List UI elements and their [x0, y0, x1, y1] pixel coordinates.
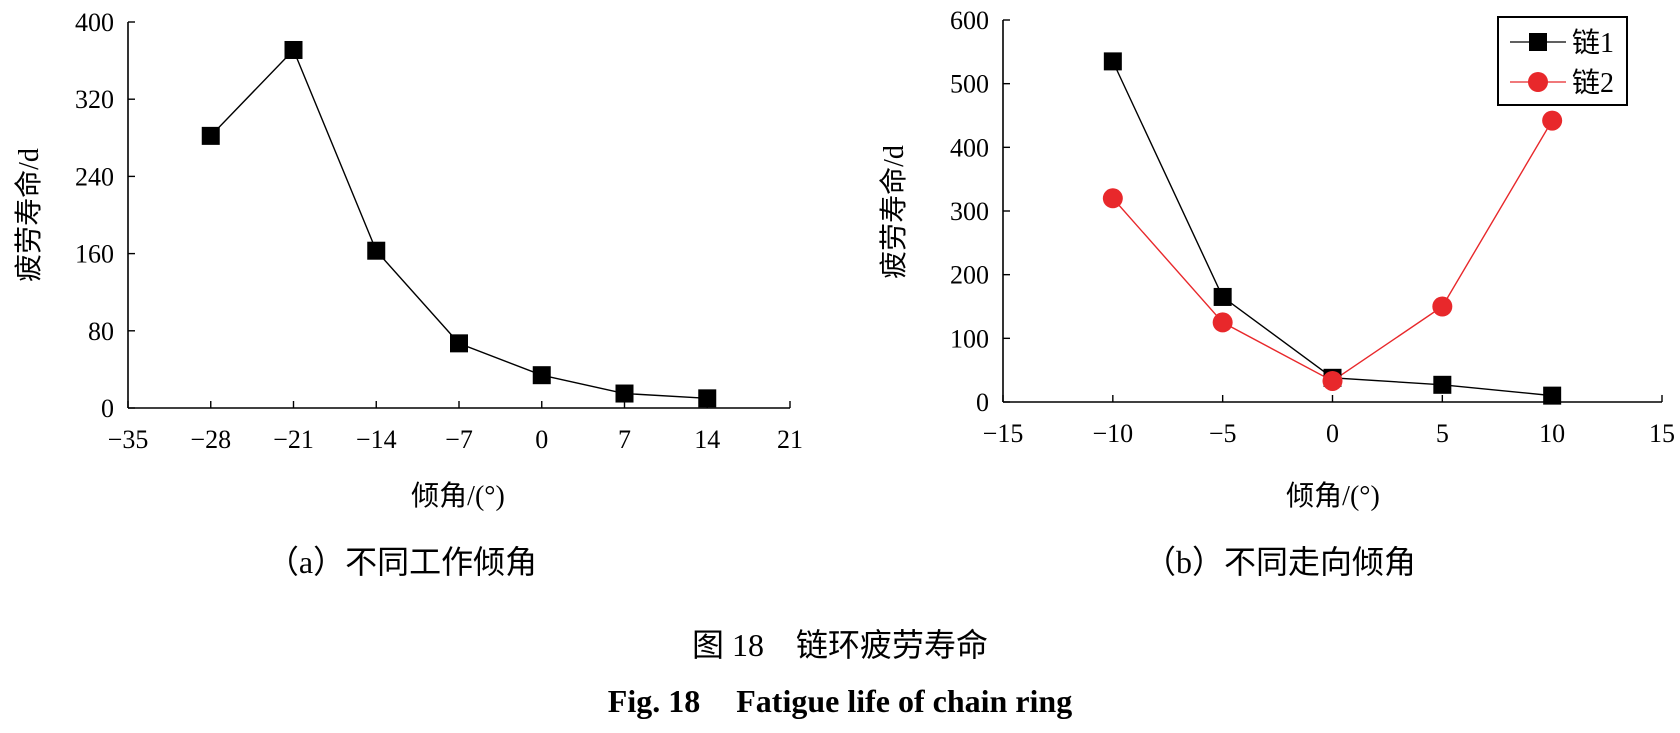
x-tick-label: 0 [1326, 419, 1339, 448]
figure-caption-en-title: Fatigue life of chain ring [736, 683, 1072, 719]
data-point-series-2 [1542, 110, 1563, 131]
figure-caption-cn: 图 18 链环疲劳寿命 [692, 627, 988, 663]
x-tick-label: 5 [1436, 419, 1449, 448]
x-axis-title-b: 倾角/(°) [1286, 480, 1380, 512]
series-line-2 [1112, 120, 1553, 382]
data-point-series-1 [1213, 287, 1232, 306]
x-tick-label: −35 [108, 425, 149, 454]
x-tick-label: 0 [535, 425, 548, 454]
data-point-series-2 [1322, 370, 1343, 391]
y-axis-title-a: 疲劳寿命/d [13, 148, 45, 282]
y-tick-label: 600 [950, 6, 989, 35]
x-tick-label: 10 [1539, 419, 1565, 448]
data-point-series-1 [1433, 375, 1452, 394]
data-point-series-1 [284, 40, 303, 59]
y-tick-label: 100 [950, 324, 989, 353]
legend-label-2: 链2 [1572, 67, 1614, 99]
data-point-series-1 [367, 241, 386, 260]
data-point-series-1 [615, 384, 634, 403]
data-point-series-1 [698, 389, 717, 408]
data-point-series-1 [532, 366, 551, 385]
y-tick-label: 0 [976, 388, 989, 417]
legend-marker-1 [1529, 33, 1547, 51]
legend-label-1: 链1 [1572, 27, 1614, 59]
x-tick-label: 15 [1649, 419, 1675, 448]
x-tick-label: −15 [983, 419, 1024, 448]
x-tick-label: −14 [356, 425, 397, 454]
data-point-series-1 [450, 334, 468, 353]
figure-caption-en-label: Fig. 18 [608, 683, 700, 719]
y-tick-label: 200 [950, 261, 989, 290]
data-point-series-2 [1432, 296, 1453, 317]
y-tick-label: 240 [75, 162, 114, 191]
chart-b: −15 −10 −5 0 5 10 15 0 100 200 300 400 500 600 疲劳寿命/d… [878, 6, 1675, 580]
chart-a: −35 −28 −21 −14 −7 0 7 14 21 0 80 160 240 320 400 疲劳寿命… [13, 8, 803, 580]
legend-box [1497, 16, 1628, 106]
legend-marker-2 [1528, 72, 1548, 92]
data-point-series-2 [1102, 188, 1123, 209]
y-tick-label: 500 [950, 70, 989, 99]
x-tick-label: −28 [190, 425, 231, 454]
subcaption-b: （b）不同走向倾角 [1144, 544, 1416, 580]
subcaption-a: （a）不同工作倾角 [267, 544, 537, 580]
x-tick-label: −5 [1209, 419, 1237, 448]
data-point-series-1 [1103, 52, 1122, 71]
x-tick-label: 7 [618, 425, 631, 454]
y-tick-label: 400 [950, 133, 989, 162]
y-tick-label: 320 [75, 85, 114, 114]
y-tick-label: 300 [950, 197, 989, 226]
data-point-series-2 [1212, 312, 1233, 333]
series-line-1 [1112, 61, 1553, 397]
x-axis-title-a: 倾角/(°) [411, 480, 505, 512]
y-tick-label: 0 [101, 394, 114, 423]
x-tick-label: −10 [1092, 419, 1133, 448]
x-tick-label: 21 [777, 425, 803, 454]
x-tick-label: −21 [273, 425, 314, 454]
legend-b: 链1 链2 [1497, 16, 1628, 106]
y-tick-label: 80 [88, 317, 114, 346]
x-tick-label: 14 [694, 425, 720, 454]
y-tick-label: 400 [75, 8, 114, 37]
data-point-series-1 [201, 126, 220, 145]
y-axis-title-b: 疲劳寿命/d [878, 145, 910, 279]
data-point-series-1 [1543, 386, 1562, 405]
x-tick-label: −7 [445, 425, 473, 454]
figure-caption-en: Fig. 18 Fatigue life of chain ring [608, 683, 1072, 719]
y-tick-label: 160 [75, 240, 114, 269]
